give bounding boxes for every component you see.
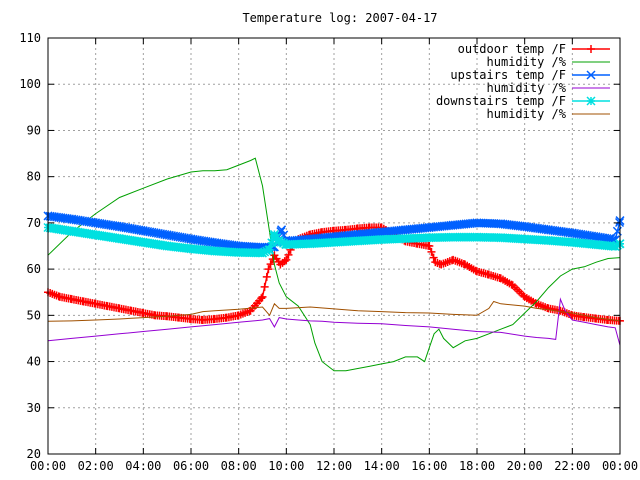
x-tick-label: 22:00	[554, 459, 590, 473]
legend-label: humidity /%	[487, 107, 567, 121]
legend-label: humidity /%	[487, 55, 567, 69]
legend-entry: outdoor temp /F	[458, 42, 610, 56]
y-tick-label: 30	[27, 401, 41, 415]
x-tick-label: 00:00	[30, 459, 66, 473]
legend-entry: downstairs temp /F	[436, 94, 610, 108]
series-line	[47, 297, 621, 346]
x-tick-label: 20:00	[507, 459, 543, 473]
legend-label: downstairs temp /F	[436, 94, 566, 108]
x-tick-label: 12:00	[316, 459, 352, 473]
x-tick-label: 06:00	[173, 459, 209, 473]
legend-label: humidity /%	[487, 81, 567, 95]
x-tick-label: 02:00	[78, 459, 114, 473]
legend-label: upstairs temp /F	[450, 68, 566, 82]
legend-entry: humidity /%	[487, 81, 610, 95]
x-tick-label: 08:00	[221, 459, 257, 473]
axes: 20 30 40 50 60 70 80 90 100 110 00:00 02:00 04:00 06:…	[19, 31, 638, 473]
series-4	[47, 297, 621, 346]
y-tick-label: 90	[27, 123, 41, 137]
y-tick-label: 80	[27, 170, 41, 184]
y-tick-label: 20	[27, 447, 41, 461]
legend-marker	[587, 45, 595, 53]
legend-marker	[586, 96, 596, 106]
x-tick-label: 00:00	[602, 459, 638, 473]
legend-entry: humidity /%	[487, 107, 610, 121]
chart-title: Temperature log: 2007-04-17	[242, 11, 437, 25]
series-6	[47, 300, 621, 322]
y-tick-label: 110	[19, 31, 41, 45]
x-tick-label: 14:00	[364, 459, 400, 473]
y-tick-label: 70	[27, 216, 41, 230]
legend-entry: humidity /%	[487, 55, 610, 69]
series-line	[47, 300, 621, 322]
legend-entry: upstairs temp /F	[450, 68, 610, 82]
y-tick-label: 60	[27, 262, 41, 276]
x-tick-label: 10:00	[268, 459, 304, 473]
y-tick-label: 50	[27, 308, 41, 322]
legend-label: outdoor temp /F	[458, 42, 566, 56]
x-tick-label: 04:00	[125, 459, 161, 473]
series-2	[47, 157, 621, 372]
series-line	[47, 157, 621, 372]
x-tick-label: 16:00	[411, 459, 447, 473]
x-tick-label: 18:00	[459, 459, 495, 473]
y-tick-label: 40	[27, 355, 41, 369]
y-tick-label: 100	[19, 77, 41, 91]
legend-marker	[586, 70, 596, 80]
